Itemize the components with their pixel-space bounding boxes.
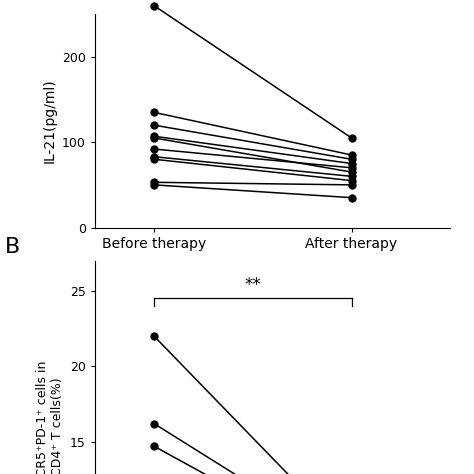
Y-axis label: IL-21(pg/ml): IL-21(pg/ml) [42,79,56,163]
Y-axis label: CXCR5⁺PD-1⁺ cells in
CD4⁺ T cells(%): CXCR5⁺PD-1⁺ cells in CD4⁺ T cells(%) [36,360,64,474]
Text: **: ** [245,276,261,294]
Text: B: B [5,237,20,257]
